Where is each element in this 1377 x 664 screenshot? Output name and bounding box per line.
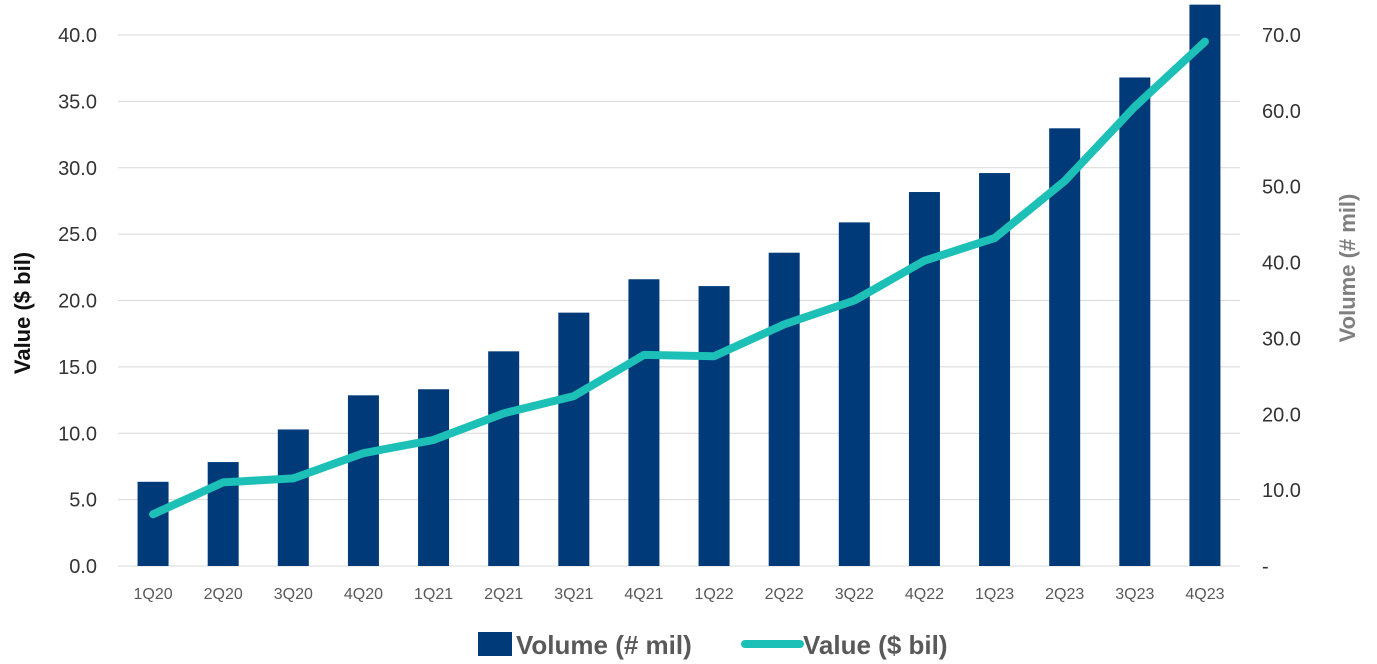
x-tick-label: 3Q20 xyxy=(274,586,313,603)
left-tick-label: 15.0 xyxy=(58,357,97,379)
right-tick-label: 10.0 xyxy=(1262,480,1301,502)
left-axis-ticks: 0.0 5.0 10.0 15.0 20.0 25.0 30.0 35.0 40.0 xyxy=(58,25,97,578)
right-tick-label: 50.0 xyxy=(1262,177,1301,199)
value-point xyxy=(923,259,926,262)
right-axis-ticks: - 10.0 20.0 30.0 40.0 50.0 60.0 70.0 xyxy=(1262,25,1301,578)
volume-bar xyxy=(698,286,730,566)
volume-bar xyxy=(207,462,239,566)
volume-bar xyxy=(908,192,940,566)
left-tick-label: 30.0 xyxy=(58,158,97,180)
volume-bar xyxy=(1119,77,1151,566)
volume-bars xyxy=(137,4,1221,567)
volume-bar xyxy=(277,429,309,566)
volume-bar xyxy=(347,395,379,566)
x-tick-label: 2Q23 xyxy=(1045,586,1084,603)
x-tick-label: 2Q21 xyxy=(484,586,523,603)
value-line-series xyxy=(149,37,1209,519)
x-tick-label: 4Q22 xyxy=(905,586,944,603)
right-tick-label: 30.0 xyxy=(1262,328,1301,350)
value-point xyxy=(502,412,505,415)
x-tick-label: 1Q21 xyxy=(414,586,453,603)
value-point xyxy=(432,438,435,441)
value-point xyxy=(642,353,645,356)
right-tick-label: 20.0 xyxy=(1262,404,1301,426)
volume-bar xyxy=(137,481,169,566)
volume-bar xyxy=(1049,128,1081,566)
value-point xyxy=(1063,180,1066,183)
x-axis-ticks: 1Q20 2Q20 3Q20 4Q20 1Q21 2Q21 3Q21 4Q21 1Q22 2Q22… xyxy=(133,586,1224,603)
left-axis-title: Value ($ bil) xyxy=(10,252,35,374)
x-tick-label: 1Q22 xyxy=(694,586,733,603)
value-point xyxy=(713,355,716,358)
x-tick-label: 1Q20 xyxy=(133,586,172,603)
value-point xyxy=(1203,40,1206,43)
left-tick-label: 35.0 xyxy=(58,91,97,113)
right-tick-label: 70.0 xyxy=(1262,25,1301,47)
x-tick-label: 4Q21 xyxy=(624,586,663,603)
left-tick-label: 40.0 xyxy=(58,25,97,47)
value-point xyxy=(993,237,996,240)
left-tick-label: 20.0 xyxy=(58,291,97,313)
x-tick-label: 4Q20 xyxy=(344,586,383,603)
x-tick-label: 3Q23 xyxy=(1115,586,1154,603)
value-point xyxy=(572,395,575,398)
volume-bar xyxy=(488,351,520,566)
volume-bar xyxy=(1189,4,1221,566)
value-point xyxy=(1133,105,1136,108)
value-point xyxy=(362,452,365,455)
x-tick-label: 1Q23 xyxy=(975,586,1014,603)
value-point xyxy=(783,323,786,326)
x-tick-label: 2Q22 xyxy=(765,586,804,603)
value-point xyxy=(152,513,155,516)
volume-bar xyxy=(418,389,450,566)
value-point xyxy=(222,481,225,484)
left-tick-label: 5.0 xyxy=(69,490,97,512)
x-tick-label: 3Q21 xyxy=(554,586,593,603)
left-tick-label: 0.0 xyxy=(69,556,97,578)
legend-value-label: Value ($ bil) xyxy=(803,630,948,660)
value-point xyxy=(292,477,295,480)
legend-volume-label: Volume (# mil) xyxy=(516,630,692,660)
volume-bar xyxy=(558,312,590,566)
volume-bar xyxy=(838,222,870,567)
x-tick-label: 4Q23 xyxy=(1185,586,1224,603)
x-tick-label: 3Q22 xyxy=(835,586,874,603)
right-tick-label: - xyxy=(1262,556,1269,578)
left-tick-label: 25.0 xyxy=(58,224,97,246)
legend: Volume (# mil) Value ($ bil) xyxy=(478,630,948,660)
value-point xyxy=(853,299,856,302)
volume-bar xyxy=(768,252,800,566)
right-tick-label: 40.0 xyxy=(1262,253,1301,275)
volume-bar xyxy=(628,279,660,566)
left-tick-label: 10.0 xyxy=(58,423,97,445)
right-axis-title: Volume (# mil) xyxy=(1335,194,1360,343)
x-tick-label: 2Q20 xyxy=(204,586,243,603)
right-tick-label: 60.0 xyxy=(1262,101,1301,123)
value-line xyxy=(149,37,1209,519)
legend-volume-swatch xyxy=(478,632,512,656)
